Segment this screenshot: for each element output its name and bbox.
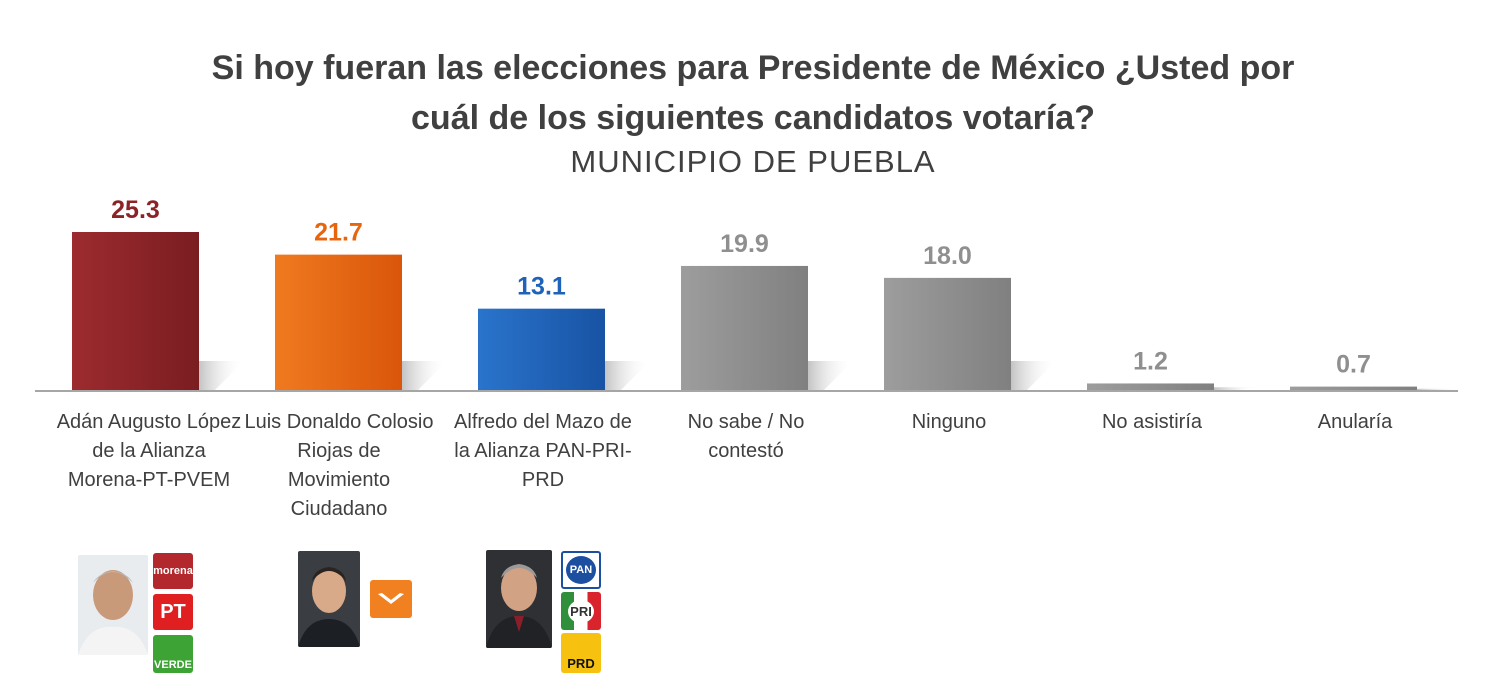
value-label-no-asistiria: 1.2 [1133, 347, 1168, 375]
category-label-line: Luis Donaldo Colosio [244, 411, 434, 433]
morena-logo-text: morena [153, 565, 193, 577]
category-label-no-asistiria: No asistiría [1047, 408, 1257, 437]
category-label-line: PRD [521, 469, 565, 491]
pt-logo: PT [153, 594, 193, 630]
category-label-no-sabe: No sabe / No contestó [641, 408, 851, 466]
category-label-line: No sabe / No [687, 411, 805, 433]
category-label-line: contestó [708, 440, 784, 462]
bar-anularia [1290, 386, 1417, 391]
category-label-line: No asistiría [1101, 411, 1203, 433]
category-label-line: la Alianza PAN-PRI- [454, 440, 632, 462]
bar-del-mazo [478, 308, 605, 391]
bar-colosio [275, 254, 402, 391]
pan-logo: PAN [561, 551, 601, 589]
pt-logo-text: PT [160, 600, 186, 623]
category-label-adan-augusto: Adán Augusto López de la Alianza Morena-… [44, 408, 254, 495]
bar-shadow-adan-augusto [199, 361, 244, 391]
category-label-del-mazo: Alfredo del Mazo de la Alianza PAN-PRI- … [438, 408, 648, 495]
candidate-photo-colosio [298, 551, 360, 647]
category-label-line: Ciudadano [290, 498, 388, 520]
bar-no-sabe [681, 265, 808, 391]
chart-title-line-2: cuál de los siguientes candidatos votarí… [411, 99, 1095, 137]
category-label-line: de la Alianza [92, 440, 206, 462]
chart-title-line-1: Si hoy fueran las elecciones para Presid… [211, 49, 1295, 87]
prd-logo: PRD [561, 633, 601, 673]
value-label-colosio: 21.7 [314, 219, 363, 247]
bar-adan-augusto [72, 232, 199, 391]
verde-logo: VERDE [153, 635, 193, 673]
bar-shadow-ninguno [1011, 361, 1056, 391]
bar-shadow-no-sabe [808, 361, 853, 391]
value-label-ninguno: 18.0 [923, 242, 972, 270]
movimiento-ciudadano-logo [370, 580, 412, 618]
value-label-adan-augusto: 25.3 [111, 196, 160, 224]
category-label-anularia: Anularía [1250, 408, 1460, 437]
category-label-colosio: Luis Donaldo Colosio Riojas de Movimient… [234, 408, 444, 524]
bar-shadow-del-mazo [605, 361, 650, 391]
value-label-no-sabe: 19.9 [720, 230, 769, 258]
bar-no-asistiria [1087, 383, 1214, 391]
pan-logo-text: PAN [569, 564, 593, 576]
prd-logo-text: PRD [567, 656, 595, 671]
chart-subtitle: MUNICIPIO DE PUEBLA [570, 144, 936, 179]
category-label-line: Morena-PT-PVEM [67, 469, 231, 491]
morena-logo: morena [153, 553, 193, 589]
category-label-line: Riojas de [297, 440, 381, 462]
value-label-anularia: 0.7 [1336, 351, 1371, 379]
pri-logo-text: PRI [568, 599, 594, 623]
candidate-photo-del-mazo [486, 550, 552, 648]
value-label-del-mazo: 13.1 [517, 273, 566, 301]
category-label-line: Movimiento [287, 469, 391, 491]
category-label-line: Adán Augusto López [56, 411, 242, 433]
category-label-ninguno: Ninguno [844, 408, 1054, 437]
category-label-line: Alfredo del Mazo de [454, 411, 632, 433]
pri-logo: PRI [561, 592, 601, 630]
bar-shadow-colosio [402, 361, 447, 391]
verde-logo-text: VERDE [154, 659, 192, 671]
category-label-line: Anularía [1317, 411, 1393, 433]
pan-logo-circle: PAN [566, 556, 596, 584]
bar-ninguno [884, 277, 1011, 391]
category-label-line: Ninguno [911, 411, 987, 433]
candidate-photo-adan-augusto [78, 555, 148, 655]
